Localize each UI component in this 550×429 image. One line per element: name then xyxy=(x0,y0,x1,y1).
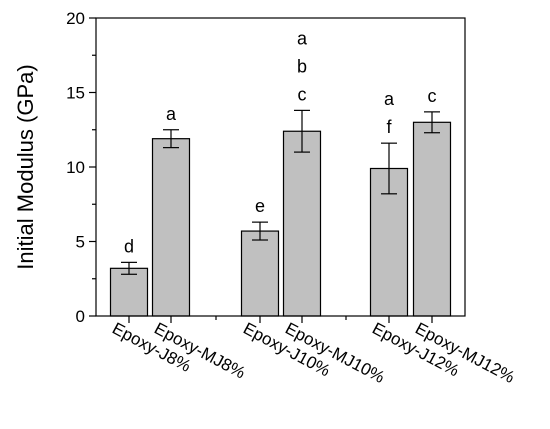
significance-label-4-1: a xyxy=(297,28,308,48)
y-tick-label-0: 0 xyxy=(76,307,85,326)
significance-label-5-1: a xyxy=(384,89,395,109)
error-bar-4 xyxy=(294,109,310,153)
bar-1 xyxy=(109,267,149,317)
y-tick-label-20: 20 xyxy=(66,9,85,28)
error-bar-3 xyxy=(252,221,268,241)
significance-label-4-3: c xyxy=(298,84,307,104)
bar-2 xyxy=(151,138,191,317)
significance-label-1-1: d xyxy=(124,236,134,256)
error-bar-6 xyxy=(424,111,440,134)
significance-label-6-1: c xyxy=(428,86,437,106)
significance-label-2-1: a xyxy=(166,104,177,124)
significance-label-4-2: b xyxy=(297,56,307,76)
y-tick-label-5: 5 xyxy=(76,233,85,252)
significance-label-3-1: e xyxy=(255,196,265,216)
error-bar-2 xyxy=(163,129,179,149)
plot-frame xyxy=(95,17,466,317)
y-tick-label-15: 15 xyxy=(66,84,85,103)
bar-4 xyxy=(282,130,322,317)
y-tick-label-10: 10 xyxy=(66,158,85,177)
significance-label-5-2: f xyxy=(386,117,392,137)
bar-6 xyxy=(412,121,452,317)
error-bar-5 xyxy=(381,142,397,195)
error-bar-1 xyxy=(121,261,137,275)
y-axis-title: Initial Modulus (GPa) xyxy=(13,64,38,269)
bar-3 xyxy=(240,230,280,317)
